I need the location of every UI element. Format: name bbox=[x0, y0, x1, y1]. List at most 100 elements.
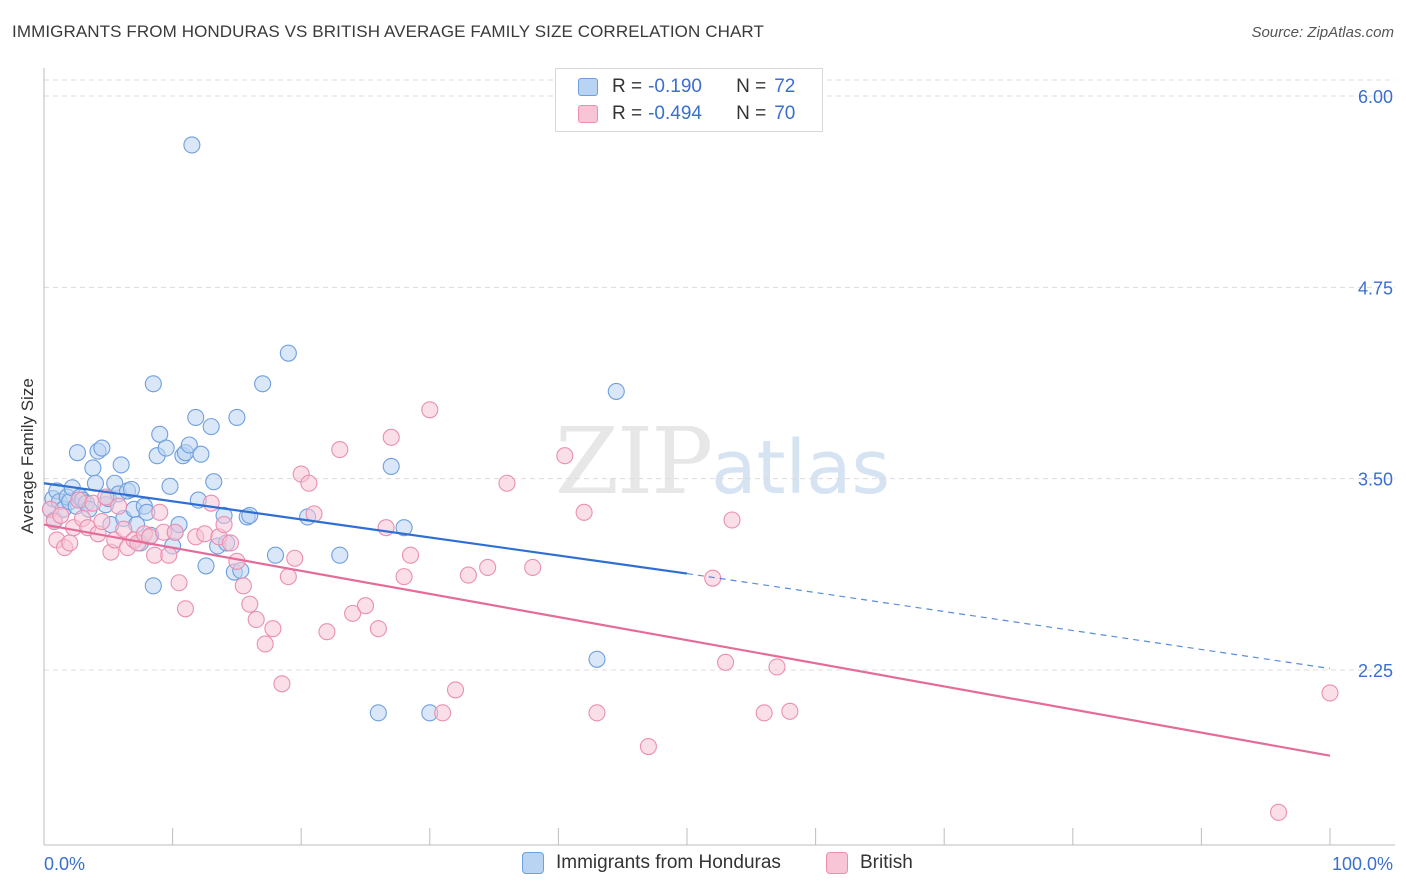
honduras-point bbox=[157, 439, 175, 457]
honduras-point bbox=[112, 456, 130, 474]
bottom-legend-british: British bbox=[826, 852, 913, 874]
british-point bbox=[300, 474, 318, 492]
british-point bbox=[234, 577, 252, 595]
y-tick-label: 4.75 bbox=[1358, 278, 1393, 298]
british-point bbox=[382, 428, 400, 446]
british-point bbox=[401, 546, 420, 564]
x-tick-label: 0.0% bbox=[44, 854, 85, 874]
honduras-point bbox=[607, 382, 625, 400]
honduras-trend-line bbox=[43, 482, 688, 575]
british-point bbox=[61, 534, 79, 552]
british-point bbox=[446, 681, 465, 699]
honduras-point bbox=[588, 650, 606, 668]
british-point bbox=[115, 520, 133, 538]
british-point bbox=[723, 511, 741, 529]
british-point bbox=[704, 569, 722, 587]
british-point bbox=[221, 534, 240, 552]
legend-r-value: -0.494 bbox=[648, 103, 702, 124]
bottom-legend-swatch-blue bbox=[522, 852, 544, 874]
source-label: Source: ZipAtlas.com bbox=[1251, 24, 1394, 41]
legend-n-value: 70 bbox=[774, 103, 796, 124]
chart-title: IMMIGRANTS FROM HONDURAS VS BRITISH AVER… bbox=[12, 22, 764, 41]
british-point bbox=[369, 620, 387, 638]
y-tick-label: 6.00 bbox=[1358, 87, 1393, 107]
british-point bbox=[755, 704, 773, 722]
british-point bbox=[434, 704, 452, 722]
british-point bbox=[344, 604, 362, 622]
british-point bbox=[717, 653, 735, 671]
british-point bbox=[160, 546, 178, 564]
x-tick-label: 100.0% bbox=[1332, 854, 1393, 874]
honduras-point bbox=[161, 477, 179, 495]
british-point bbox=[768, 658, 786, 676]
british-point bbox=[52, 506, 70, 524]
legend-r-value: -0.190 bbox=[648, 76, 702, 97]
british-point bbox=[170, 574, 188, 592]
british-point bbox=[1270, 803, 1288, 821]
legend-row-honduras: R = -0.190 N = 72 bbox=[578, 74, 795, 100]
british-point bbox=[273, 675, 291, 693]
british-point bbox=[459, 566, 477, 584]
honduras-point bbox=[197, 557, 215, 575]
british-point bbox=[241, 595, 259, 613]
bottom-legend-label: British bbox=[860, 852, 913, 873]
legend-n-value: 72 bbox=[774, 76, 796, 97]
honduras-point bbox=[331, 546, 349, 564]
honduras-point bbox=[93, 439, 111, 457]
legend-row-british: R = -0.494 N = 70 bbox=[578, 101, 795, 127]
british-point bbox=[215, 516, 233, 534]
british-point bbox=[479, 558, 497, 576]
british-point bbox=[575, 503, 593, 521]
axis-layer bbox=[43, 68, 1395, 846]
british-point bbox=[588, 704, 606, 722]
honduras-point bbox=[144, 375, 162, 393]
british-point bbox=[247, 610, 265, 629]
honduras-point bbox=[266, 546, 285, 564]
honduras-point bbox=[254, 375, 272, 393]
watermark-atlas: atlas bbox=[711, 425, 890, 511]
british-point bbox=[70, 491, 88, 509]
honduras-point bbox=[382, 457, 400, 475]
british-point bbox=[639, 737, 657, 756]
british-point bbox=[264, 620, 282, 638]
y-tick-label: 3.50 bbox=[1358, 470, 1393, 490]
honduras-point bbox=[205, 473, 223, 491]
british-point bbox=[166, 523, 184, 541]
watermark-zip: ZIP bbox=[555, 408, 713, 515]
british-point bbox=[781, 702, 799, 720]
legend-r-label: R = bbox=[612, 76, 643, 97]
honduras-point bbox=[187, 408, 205, 426]
british-point bbox=[279, 568, 297, 586]
honduras-point bbox=[84, 459, 102, 477]
british-point bbox=[256, 635, 274, 653]
british-point bbox=[1321, 684, 1339, 702]
british-point bbox=[202, 494, 220, 512]
british-point bbox=[331, 441, 349, 459]
honduras-trend-extension bbox=[686, 572, 1331, 670]
honduras-point bbox=[68, 444, 86, 462]
honduras-point bbox=[279, 344, 297, 362]
honduras-point bbox=[369, 704, 387, 722]
honduras-point bbox=[151, 425, 169, 443]
honduras-point bbox=[183, 136, 201, 154]
british-trend-line bbox=[43, 523, 1331, 757]
british-point bbox=[110, 497, 128, 515]
bottom-legend-label: Immigrants from Honduras bbox=[556, 852, 781, 873]
british-point bbox=[286, 549, 304, 567]
legend-r-label: R = bbox=[612, 103, 643, 124]
british-point bbox=[498, 474, 516, 492]
honduras-point bbox=[241, 506, 259, 524]
legend-swatch-blue bbox=[578, 78, 598, 96]
honduras-point bbox=[202, 418, 220, 436]
british-point bbox=[356, 597, 375, 615]
british-point bbox=[176, 600, 195, 618]
british-point bbox=[556, 447, 574, 465]
honduras-point bbox=[122, 480, 140, 498]
y-axis-label: Average Family Size bbox=[18, 378, 37, 534]
points-layer bbox=[41, 136, 1339, 821]
trend-layer bbox=[43, 482, 1331, 757]
british-point bbox=[151, 503, 169, 521]
honduras-point bbox=[144, 577, 162, 595]
british-point bbox=[93, 512, 111, 531]
